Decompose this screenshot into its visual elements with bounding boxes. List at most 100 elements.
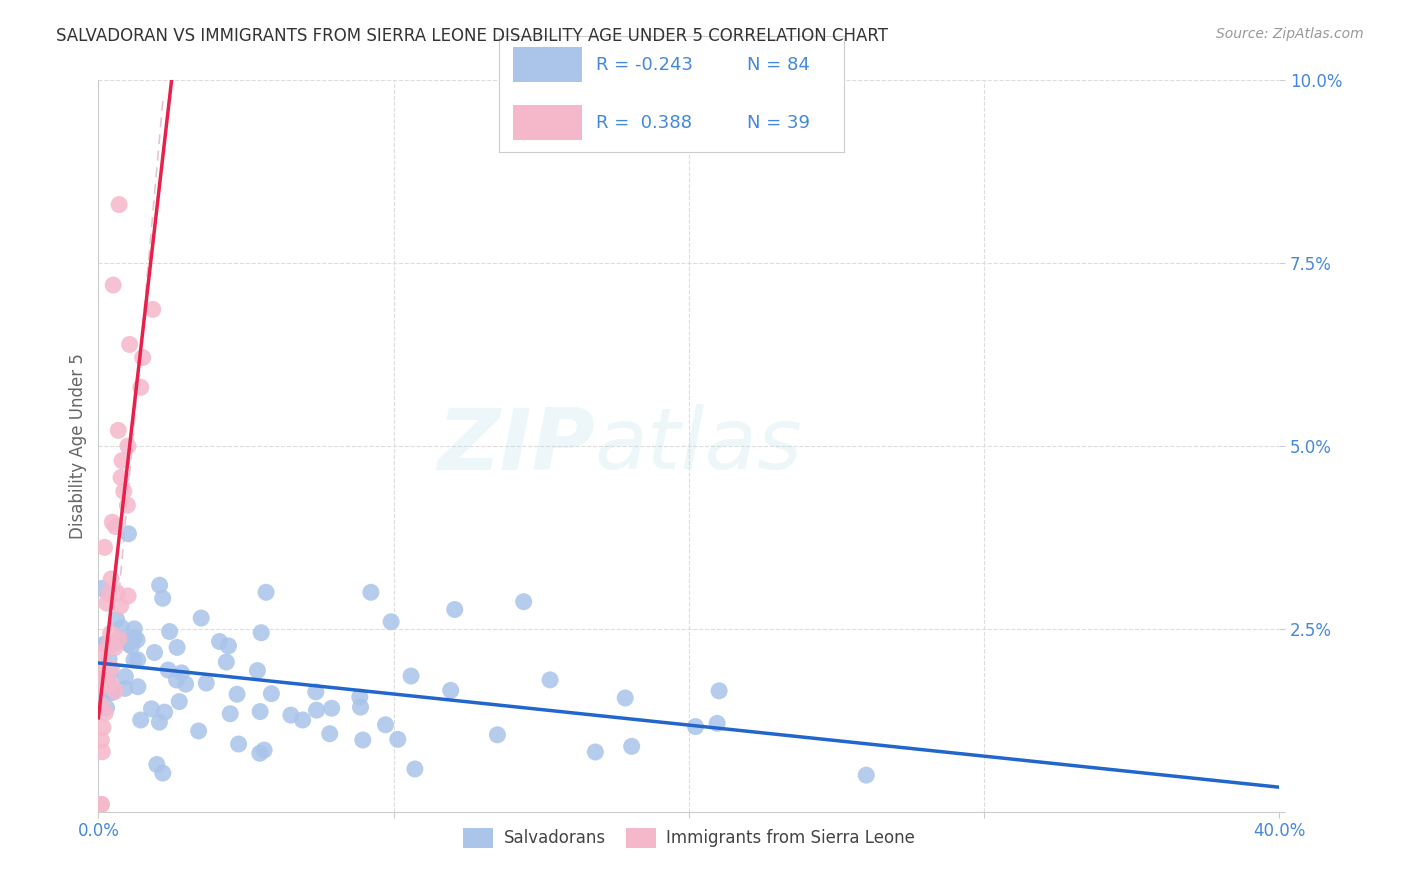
Text: R =  0.388: R = 0.388 — [596, 113, 692, 132]
Point — [125, 632, 148, 647]
Point — [404, 762, 426, 776]
Point — [319, 727, 342, 741]
Point — [174, 677, 197, 691]
Point — [149, 578, 172, 592]
Point — [685, 720, 707, 734]
Point — [305, 703, 328, 717]
Point — [104, 519, 127, 533]
Point — [253, 743, 276, 757]
Point — [112, 484, 135, 499]
Point — [114, 669, 136, 683]
Point — [280, 708, 302, 723]
Point — [538, 673, 561, 687]
Point — [443, 602, 465, 616]
Point — [620, 739, 643, 754]
Point — [166, 673, 188, 687]
Point — [104, 684, 127, 698]
Text: atlas: atlas — [595, 404, 803, 488]
Text: N = 84: N = 84 — [747, 55, 810, 74]
Point — [111, 453, 134, 467]
Point — [103, 278, 125, 293]
Point — [90, 698, 112, 713]
Point — [107, 423, 129, 437]
Point — [94, 706, 117, 720]
Point — [250, 625, 273, 640]
Point — [170, 665, 193, 680]
Text: Source: ZipAtlas.com: Source: ZipAtlas.com — [1216, 27, 1364, 41]
Point — [105, 613, 128, 627]
Point — [108, 197, 131, 211]
Point — [614, 690, 637, 705]
Point — [143, 645, 166, 659]
Point — [399, 669, 422, 683]
Point — [305, 685, 328, 699]
Point — [153, 705, 176, 719]
Point — [118, 337, 141, 351]
Point — [96, 701, 118, 715]
Point — [96, 637, 118, 651]
Point — [127, 653, 149, 667]
Point — [101, 516, 124, 530]
Point — [321, 701, 343, 715]
Point — [148, 715, 170, 730]
Text: N = 39: N = 39 — [747, 113, 810, 132]
Point — [249, 746, 271, 760]
Point — [187, 723, 209, 738]
Point — [167, 695, 190, 709]
Point — [146, 757, 169, 772]
Point — [228, 737, 250, 751]
Point — [91, 721, 114, 735]
Point — [166, 640, 188, 655]
Point — [100, 572, 122, 586]
Point — [100, 677, 122, 691]
Point — [117, 439, 139, 453]
Point — [90, 582, 112, 596]
Point — [226, 687, 249, 701]
Point — [121, 639, 143, 653]
Point — [101, 683, 124, 698]
Point — [208, 634, 231, 648]
Point — [157, 663, 180, 677]
Point — [93, 637, 115, 651]
Point — [108, 632, 131, 646]
Point — [131, 351, 153, 365]
Point — [246, 664, 269, 678]
Point — [98, 665, 121, 680]
Point — [217, 639, 239, 653]
Point — [90, 733, 112, 747]
Point — [129, 380, 152, 394]
Point — [104, 640, 127, 655]
Point — [215, 655, 238, 669]
Point — [512, 595, 534, 609]
Point — [90, 645, 112, 659]
Point — [117, 498, 139, 512]
Point — [129, 713, 152, 727]
Point — [117, 589, 139, 603]
Point — [440, 683, 463, 698]
Point — [110, 470, 132, 484]
Point — [583, 745, 606, 759]
Text: SALVADORAN VS IMMIGRANTS FROM SIERRA LEONE DISABILITY AGE UNDER 5 CORRELATION CH: SALVADORAN VS IMMIGRANTS FROM SIERRA LEO… — [56, 27, 889, 45]
Point — [91, 745, 114, 759]
Point — [96, 596, 118, 610]
Point — [349, 690, 371, 704]
Point — [101, 685, 124, 699]
Point — [90, 666, 112, 681]
Bar — [513, 47, 582, 82]
Point — [94, 671, 117, 685]
Point — [110, 599, 132, 613]
Point — [380, 615, 402, 629]
Point — [91, 689, 114, 703]
Point — [100, 626, 122, 640]
Point — [114, 681, 136, 696]
Text: R = -0.243: R = -0.243 — [596, 55, 693, 74]
Text: ZIP: ZIP — [437, 404, 595, 488]
Point — [360, 585, 382, 599]
Point — [152, 766, 174, 780]
Point — [159, 624, 181, 639]
Point — [249, 705, 271, 719]
Point — [124, 631, 146, 645]
Point — [110, 632, 132, 646]
Point — [349, 700, 371, 714]
Point — [291, 713, 314, 727]
